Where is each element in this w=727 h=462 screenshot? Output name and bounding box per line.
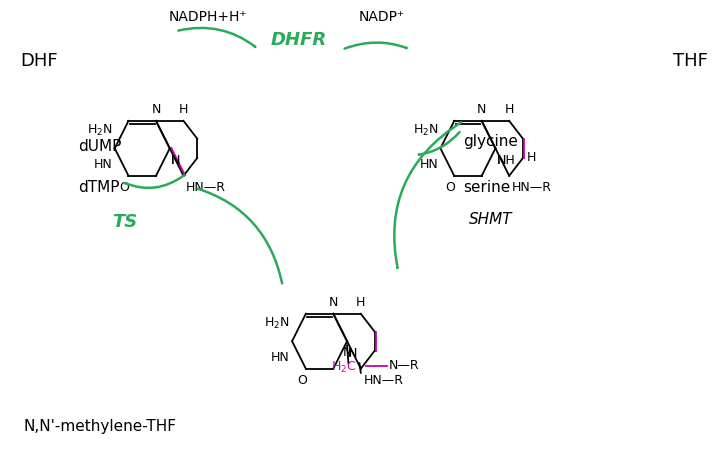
Text: $\mathregular{H_2C}$: $\mathregular{H_2C}$ [331,360,356,375]
Text: TS: TS [112,213,137,231]
Text: serine: serine [464,180,511,195]
Text: N,N'-methylene-THF: N,N'-methylene-THF [23,419,176,434]
Text: HN—R: HN—R [186,181,226,194]
Text: HN—R: HN—R [364,374,403,387]
Text: SHMT: SHMT [469,212,513,227]
Text: $\mathregular{H_2N}$: $\mathregular{H_2N}$ [413,123,438,138]
Text: $\mathregular{H_2N}$: $\mathregular{H_2N}$ [265,316,290,331]
Text: H: H [356,296,366,309]
Text: H: H [526,152,536,164]
Text: HN: HN [271,351,290,364]
Text: N: N [497,154,506,167]
Text: NH: NH [497,154,515,167]
Text: HN—R: HN—R [512,181,552,194]
Text: NADP⁺: NADP⁺ [358,11,405,24]
Text: N: N [348,346,357,360]
Text: glycine: glycine [464,134,518,149]
Text: N: N [171,154,180,167]
Text: H: H [179,103,188,116]
Text: N: N [348,346,357,360]
Text: H: H [505,103,514,116]
Text: O: O [119,181,129,194]
Text: dUMP: dUMP [78,139,121,153]
FancyArrowPatch shape [345,43,406,49]
Text: HN: HN [94,158,113,171]
Text: DHFR: DHFR [270,31,326,49]
Text: N—R: N—R [389,359,419,372]
Text: DHF: DHF [20,52,57,70]
Text: dTMP: dTMP [78,180,119,195]
FancyArrowPatch shape [126,175,184,188]
Text: O: O [445,181,455,194]
Text: O: O [297,374,307,387]
Text: N: N [477,103,486,116]
Text: N: N [343,346,353,359]
FancyArrowPatch shape [178,28,255,47]
FancyArrowPatch shape [419,132,459,155]
Text: THF: THF [672,52,707,70]
Text: N: N [329,296,338,309]
Text: N: N [151,103,161,116]
Text: NADPH+H⁺: NADPH+H⁺ [169,11,247,24]
Text: $\mathregular{H_2N}$: $\mathregular{H_2N}$ [87,123,113,138]
Text: HN: HN [419,158,438,171]
FancyArrowPatch shape [394,122,461,268]
FancyArrowPatch shape [198,188,282,283]
Text: N: N [171,154,180,167]
